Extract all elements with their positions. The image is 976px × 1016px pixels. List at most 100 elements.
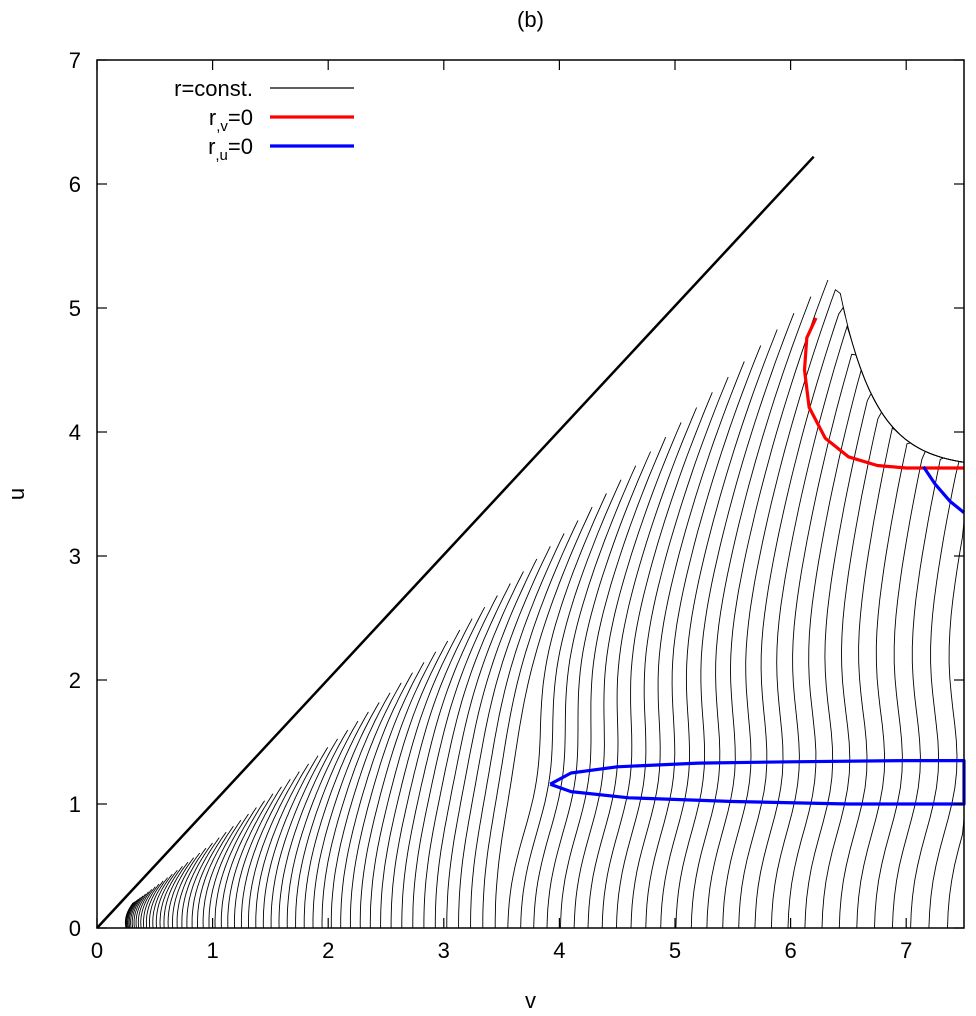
contour-line xyxy=(125,901,135,929)
contour-line xyxy=(787,368,917,929)
legend-label: r,v=0 xyxy=(209,105,253,135)
contour-line xyxy=(412,595,498,928)
legend-label: r=const. xyxy=(174,76,253,101)
contour-line xyxy=(159,866,183,929)
contour-line xyxy=(155,870,178,929)
series-boundary-diagonal xyxy=(96,155,815,929)
y-tick-label: 2 xyxy=(69,668,81,693)
contour-line xyxy=(227,793,274,929)
contour-line xyxy=(127,900,138,929)
contour-line xyxy=(494,506,593,928)
contour-line xyxy=(321,692,391,929)
contour-line xyxy=(214,807,257,928)
contour-line xyxy=(434,571,524,928)
y-tick-label: 4 xyxy=(69,420,81,445)
contour-line xyxy=(140,886,156,929)
contour-line xyxy=(278,738,338,929)
y-tick-label: 6 xyxy=(69,172,81,197)
y-axis-label: u xyxy=(4,488,29,500)
contour-line xyxy=(359,651,437,929)
contour-line xyxy=(176,847,207,928)
contour-line xyxy=(312,702,380,928)
contour-line xyxy=(197,826,234,929)
contour-line xyxy=(233,786,282,928)
contour-line xyxy=(181,842,213,929)
contour-line xyxy=(380,629,461,928)
contour-line xyxy=(630,361,745,929)
contour-line xyxy=(130,897,141,929)
x-tick-label: 6 xyxy=(784,938,796,963)
contour-line xyxy=(675,313,795,929)
contour-line xyxy=(910,460,965,929)
contour-line xyxy=(546,451,652,929)
x-tick-label: 3 xyxy=(438,938,450,963)
series-apparent-horizon xyxy=(802,317,964,470)
contour-line xyxy=(172,852,201,929)
contour-line xyxy=(135,891,149,929)
contour-line xyxy=(874,450,965,929)
contour-line xyxy=(706,279,829,929)
contour-line xyxy=(330,682,402,928)
contour-line xyxy=(208,813,249,929)
ticks: 0 1 2 3 4 5 6 7 0 1 2 3 4 5 6 7 xyxy=(69,48,964,963)
contour-line xyxy=(145,880,164,929)
x-tick-label: 0 xyxy=(91,938,103,963)
contour-line xyxy=(152,873,173,929)
contour-line xyxy=(240,779,291,928)
contour-line xyxy=(722,288,846,929)
contour-line xyxy=(690,296,812,929)
contour-line xyxy=(126,901,136,929)
y-tick-label: 1 xyxy=(69,792,81,817)
contour-line xyxy=(947,462,965,929)
contour-line xyxy=(167,857,195,929)
y-tick-label: 5 xyxy=(69,296,81,321)
contour-line xyxy=(423,583,511,928)
series-r-u-zero-upper xyxy=(922,465,966,514)
x-tick-label: 2 xyxy=(322,938,334,963)
x-tick-label: 7 xyxy=(900,938,912,963)
contour-line xyxy=(401,606,486,928)
contour-line xyxy=(533,465,637,929)
contour-line xyxy=(645,345,762,929)
contour-line xyxy=(587,407,698,929)
chart-title: (b) xyxy=(517,7,544,32)
contour-line xyxy=(186,837,220,929)
x-tick-label: 1 xyxy=(206,938,218,963)
contour-line xyxy=(303,711,369,928)
contour-line xyxy=(928,462,965,929)
contour-line xyxy=(143,883,160,929)
contour-line xyxy=(616,376,729,929)
plot-frame xyxy=(96,59,965,929)
contour-line xyxy=(446,558,538,928)
contour-line xyxy=(754,324,881,929)
contour-line xyxy=(560,436,667,929)
contour-line xyxy=(458,546,551,928)
contour-line xyxy=(248,771,300,928)
contour-line xyxy=(133,893,146,929)
contour-line xyxy=(349,662,425,928)
contour-line xyxy=(601,392,713,929)
contour-line xyxy=(369,640,449,928)
contour-line xyxy=(804,392,935,929)
legend-label: r,u=0 xyxy=(208,134,253,164)
contour-line xyxy=(191,831,227,929)
contour-line xyxy=(270,747,329,928)
series-layer xyxy=(96,155,966,929)
contour-line xyxy=(390,618,473,928)
contour-line xyxy=(255,763,309,929)
contour-line xyxy=(573,422,682,929)
contour-line xyxy=(507,493,607,929)
contour-line xyxy=(286,729,349,929)
x-tick-label: 4 xyxy=(553,938,565,963)
contour-line xyxy=(738,306,864,929)
contour-line xyxy=(295,720,359,928)
y-tick-label: 0 xyxy=(69,916,81,941)
contour-line xyxy=(149,877,168,929)
contour-line xyxy=(220,800,265,929)
x-tick-label: 5 xyxy=(669,938,681,963)
x-axis-label: v xyxy=(525,988,536,1013)
contour-line xyxy=(838,427,965,929)
contour-line xyxy=(137,889,153,929)
contour-line xyxy=(128,898,139,929)
